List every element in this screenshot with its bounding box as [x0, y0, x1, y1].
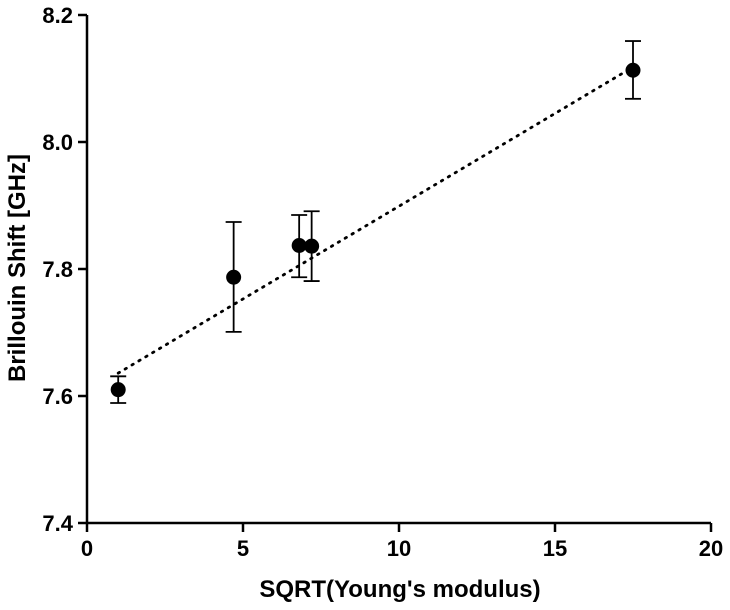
x-tick-label: 10: [387, 536, 411, 561]
x-axis-title: SQRT(Young's modulus): [259, 576, 540, 603]
data-points: [110, 62, 641, 398]
x-tick-label: 15: [543, 536, 567, 561]
y-tick-label: 7.8: [42, 257, 73, 282]
x-tick-label: 0: [81, 536, 93, 561]
ticks: 0 5 10 15 20 7.4 7.6 7.8 8.0 8.2: [42, 3, 723, 561]
data-point: [226, 269, 242, 285]
data-point: [304, 238, 320, 254]
y-tick-label: 8.0: [42, 130, 73, 155]
data-point: [110, 382, 126, 398]
fit-line-group: [116, 65, 635, 375]
data-point: [291, 238, 307, 254]
error-bars: [110, 40, 641, 404]
x-tick-label: 5: [237, 536, 249, 561]
x-tick-label: 20: [699, 536, 723, 561]
fit-line: [116, 65, 635, 375]
y-axis-title: Brillouin Shift [GHz]: [4, 154, 31, 382]
y-tick-label: 8.2: [42, 3, 73, 28]
y-tick-label: 7.4: [42, 511, 73, 536]
data-point: [625, 62, 641, 78]
axes: [85, 15, 711, 525]
y-tick-label: 7.6: [42, 384, 73, 409]
